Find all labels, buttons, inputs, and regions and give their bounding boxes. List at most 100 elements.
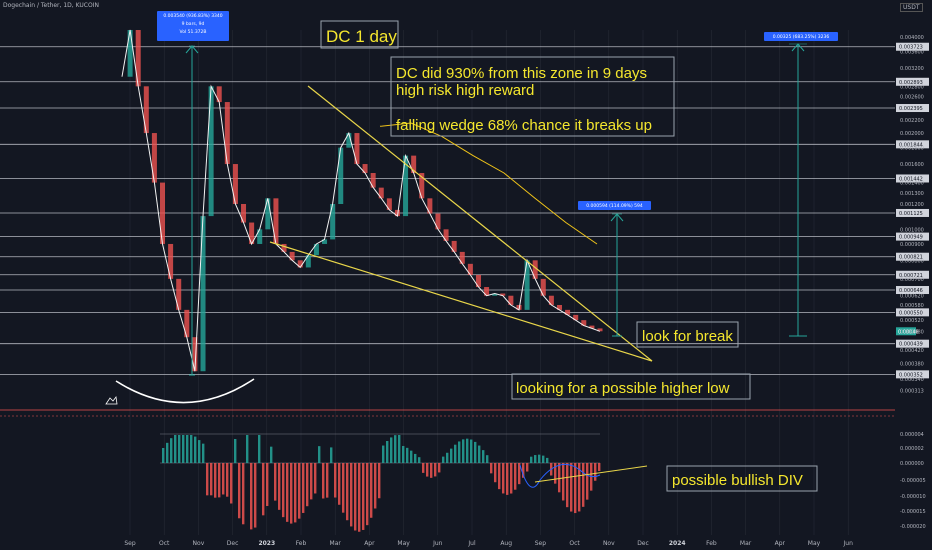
level-label: 0.000721 (899, 273, 923, 279)
measure-tools: 0.003540 (936.83%) 3340 9 bars, 9d Vol 51.… (157, 11, 838, 376)
osc-bar (510, 463, 513, 494)
level-badge (896, 208, 929, 217)
candle (232, 164, 238, 205)
candle (475, 274, 481, 288)
grid-lines (129, 30, 849, 535)
candle (467, 263, 473, 275)
osc-bar (534, 455, 537, 463)
osc-bar (162, 448, 165, 463)
y-tick-label: 0.000700 (900, 277, 924, 283)
osc-bar (446, 452, 449, 463)
osc-bar (414, 453, 417, 463)
osc-bar (350, 463, 353, 527)
candle (257, 229, 263, 244)
candle (532, 260, 538, 279)
annotation-title: DC 1 day (326, 27, 397, 46)
candle (127, 30, 133, 77)
osc-bar (214, 463, 217, 498)
y-tick-label: 0.000800 (900, 258, 924, 264)
measure-label-box (764, 32, 838, 41)
x-tick-label: May (808, 540, 821, 547)
osc-bar (490, 463, 493, 474)
osc-bar (438, 463, 441, 473)
level-label: 0.002893 (899, 80, 923, 86)
price-series (121, 29, 603, 372)
candle (427, 198, 433, 214)
annotation-note-line3: falling wedge 68% chance it breaks up (396, 117, 652, 134)
level-badge (896, 286, 929, 295)
osc-bar (538, 454, 541, 463)
candle (289, 251, 295, 261)
osc-bar (394, 435, 397, 463)
level-label: 0.003723 (899, 45, 923, 51)
candle (556, 304, 562, 310)
level-badge (896, 370, 929, 379)
candle (265, 198, 271, 230)
price-line (121, 29, 601, 372)
candle (524, 260, 530, 310)
osc-bar (362, 463, 365, 530)
x-tick-label: Dec (637, 540, 649, 547)
candle (459, 251, 465, 264)
osc-bar (314, 463, 317, 494)
x-tick-label: Jun (843, 540, 854, 547)
osc-bar (206, 463, 209, 496)
osc-bar (266, 463, 269, 506)
measure-arrowhead (185, 45, 199, 54)
bottom-arc (115, 378, 255, 404)
osc-bar (286, 463, 289, 522)
osc-bar (254, 463, 257, 528)
osc-bar (586, 463, 589, 500)
level-badge (896, 308, 929, 317)
chart-title: Dogechain / Tether, 1D, KUCOIN (3, 2, 99, 9)
level-label: 0.000646 (899, 288, 923, 294)
osc-bar (470, 439, 473, 463)
osc-bar (226, 463, 229, 497)
osc-bar (302, 463, 305, 513)
osc-bar (238, 463, 241, 519)
osc-bar (182, 435, 185, 463)
currency-label[interactable]: USDT (900, 3, 923, 12)
annotation-box-note (390, 56, 675, 137)
osc-bar (310, 463, 313, 500)
osc-bar (222, 463, 225, 495)
annotation-box-break (636, 321, 739, 348)
y-tick-label: 0.000900 (900, 242, 924, 248)
osc-bar (522, 463, 525, 478)
osc-bar (290, 463, 293, 524)
wedge-upper-line (307, 85, 653, 362)
osc-bar (330, 447, 333, 463)
y-tick-label: 0.003600 (900, 49, 924, 55)
osc-bar (174, 435, 177, 463)
level-badge (896, 252, 929, 261)
osc-bar (234, 438, 237, 463)
osc-bar (198, 440, 201, 463)
osc-bar (450, 448, 453, 463)
candle (378, 187, 384, 199)
x-tick-label: Feb (706, 540, 717, 547)
candle (297, 260, 303, 268)
y-tick-label: 0.000313 (900, 389, 924, 395)
candle (370, 173, 376, 188)
osc-tick-label: 0.000002 (900, 446, 924, 452)
candle (176, 278, 182, 310)
x-tick-label: Jul (467, 540, 476, 547)
y-tick-label: 0.000380 (900, 362, 924, 368)
annotation-higher-low: looking for a possible higher low (516, 380, 730, 397)
moving-average-series (379, 122, 598, 245)
measure-arrowhead (610, 213, 624, 222)
osc-tick-label: 0.000004 (900, 432, 924, 438)
y-tick-label: 0.003200 (900, 66, 924, 72)
candle (573, 314, 579, 321)
osc-bar (390, 437, 393, 463)
candle (143, 86, 149, 134)
osc-bar (374, 463, 377, 509)
moving-average-line (379, 122, 598, 245)
level-badge (896, 174, 929, 183)
osc-bar (382, 445, 385, 463)
candle (419, 173, 425, 199)
osc-bar (474, 441, 477, 463)
osc-bar (334, 463, 337, 498)
candle (548, 295, 554, 305)
